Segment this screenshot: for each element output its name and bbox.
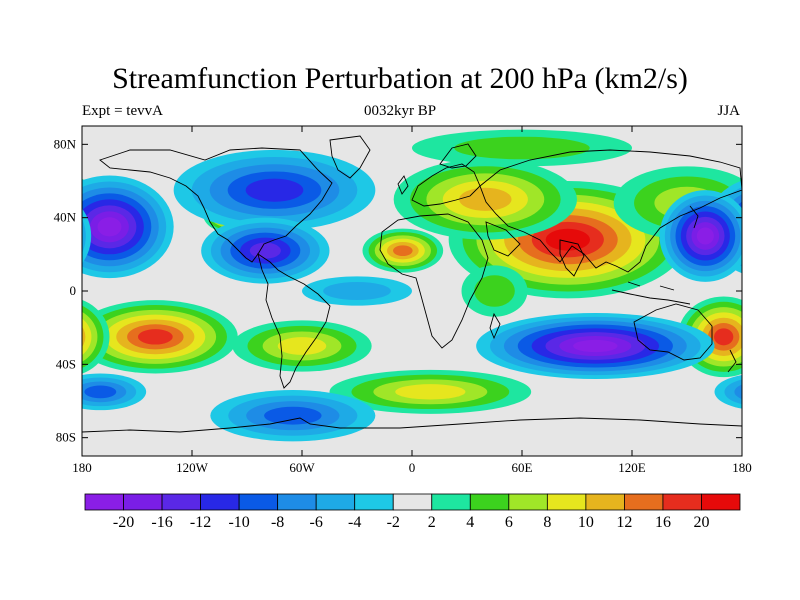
lon-tick-label: 60W xyxy=(289,460,315,475)
colorbar-box xyxy=(161,493,201,511)
colorbar-label: 4 xyxy=(466,514,474,531)
lon-tick-label: 120E xyxy=(618,460,646,475)
colorbar-box xyxy=(508,493,548,511)
anomaly-south-america-high xyxy=(232,320,372,372)
coastlines xyxy=(82,135,742,433)
anomaly-east-pacific-low xyxy=(82,190,742,282)
colorbar: -20 -16 -12 -10 -8 -6 -4 -2 2 4 6 8 10 12 16 20 xyxy=(84,493,741,531)
lat-tick-label: 40N xyxy=(54,210,77,225)
anomaly-tropical-atlantic-low xyxy=(302,276,412,306)
colorbar-label: 10 xyxy=(578,514,594,531)
colorbar-label: -2 xyxy=(387,514,400,531)
colorbar-box xyxy=(546,493,587,511)
colorbar-box xyxy=(238,493,279,511)
colorbar-box xyxy=(200,493,240,511)
streamfunction-field xyxy=(82,129,742,442)
map-axes: 80N 40N 0 40S 80S 180 120W 60W 0 60E 120E 180 xyxy=(54,126,752,475)
map-plot-area xyxy=(82,126,742,456)
colorbar-box xyxy=(701,493,741,511)
lon-tick-label: 0 xyxy=(409,460,416,475)
colorbar-label: 2 xyxy=(428,514,436,531)
lat-tick-label: 40S xyxy=(56,356,76,371)
colorbar-label: 20 xyxy=(693,514,709,531)
anomaly-indian-ocean-low xyxy=(476,313,715,379)
colorbar-label: 16 xyxy=(655,514,671,531)
colorbar-box xyxy=(624,493,664,511)
anomaly-east-africa-high xyxy=(461,265,528,317)
colorbar-box xyxy=(392,493,433,511)
colorbar-box xyxy=(277,493,317,511)
lon-tick-label: 120W xyxy=(176,460,209,475)
colorbar-box xyxy=(315,493,356,511)
colorbar-label: 6 xyxy=(505,514,513,531)
lon-tick-label: 180 xyxy=(72,460,92,475)
anomaly-west-africa-high xyxy=(362,228,444,273)
anomaly-caribbean-low xyxy=(201,217,330,284)
colorbar-box xyxy=(662,493,702,511)
lon-tick-label: 180 xyxy=(732,460,752,475)
colorbar-box xyxy=(123,493,163,511)
anomaly-south-atlantic-high xyxy=(329,369,532,414)
colorbar-box xyxy=(354,493,394,511)
colorbar-label: -16 xyxy=(151,514,172,531)
colorbar-box xyxy=(431,493,471,511)
colorbar-label: 8 xyxy=(543,514,551,531)
anomaly-antarctic-low xyxy=(210,390,376,442)
colorbar-box xyxy=(469,493,510,511)
anomaly-south-pacific-high xyxy=(82,300,742,374)
lat-tick-label: 0 xyxy=(70,283,77,298)
colorbar-label: -10 xyxy=(228,514,249,531)
time-label: 0032kyr BP xyxy=(363,103,437,119)
season-label: JJA xyxy=(717,103,740,119)
colorbar-box xyxy=(585,493,625,511)
anomaly-arctic-high xyxy=(412,129,632,167)
lat-tick-label: 80N xyxy=(54,136,77,151)
colorbar-label: -8 xyxy=(271,514,284,531)
colorbar-label: -6 xyxy=(310,514,323,531)
colorbar-box xyxy=(84,493,124,511)
anomaly-south-east-pacific-low xyxy=(82,373,742,411)
colorbar-label: 12 xyxy=(616,514,632,531)
colorbar-label: -20 xyxy=(113,514,134,531)
lat-tick-label: 80S xyxy=(56,430,76,445)
colorbar-label: -4 xyxy=(348,514,361,531)
chart-title: Streamfunction Perturbation at 200 hPa (… xyxy=(112,62,688,95)
experiment-label: Expt = tevvA xyxy=(82,103,163,119)
colorbar-label: -12 xyxy=(190,514,211,531)
lon-tick-label: 60E xyxy=(512,460,533,475)
